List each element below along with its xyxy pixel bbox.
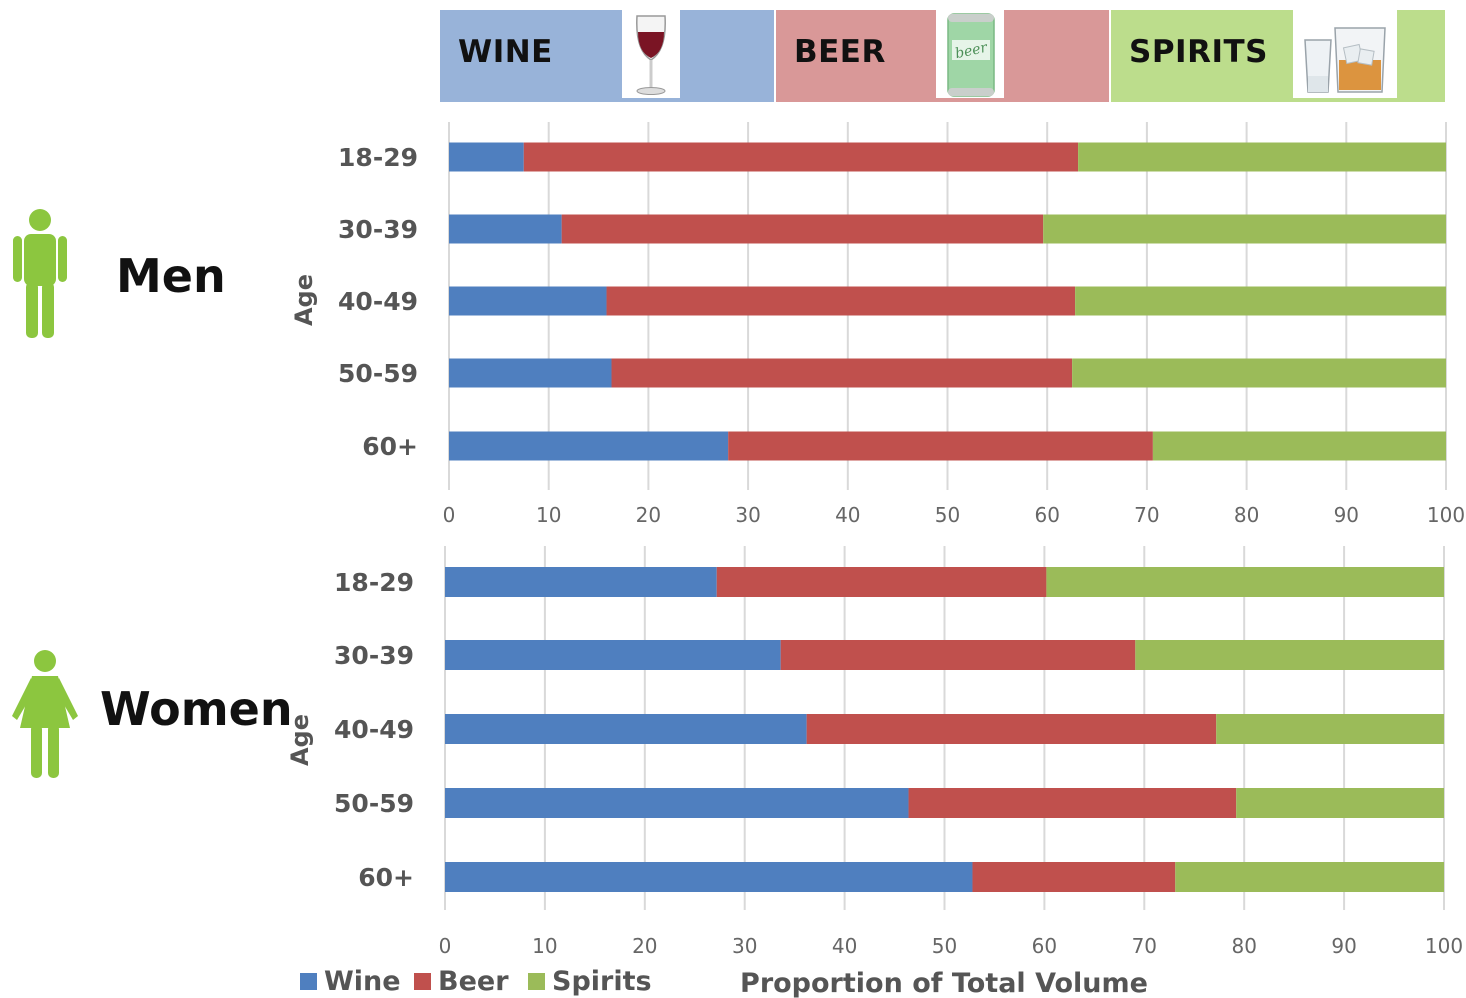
x-tick-label: 100 [1427,503,1465,527]
bar-spirits-40-49 [1075,286,1446,316]
women-label: Women [100,682,293,736]
category-label: 40-49 [338,287,418,316]
bar-beer-18-29 [716,567,1047,597]
beer-can-icon: beer [936,10,1004,98]
x-tick-label: 0 [443,503,456,527]
category-label: 30-39 [338,215,418,244]
x-tick-label: 20 [636,503,661,527]
x-tick-label: 100 [1425,934,1463,958]
category-label: 18-29 [338,143,418,172]
category-label: 50-59 [338,359,418,388]
beer-band: BEER beer [776,10,1109,102]
legend-label-beer: Beer [438,966,509,997]
x-tick-label: 90 [1331,934,1356,958]
y-axis-title: Age [286,714,314,766]
bar-beer-30-39 [561,214,1044,244]
bar-spirits-40-49 [1216,714,1444,744]
wine-band: WINE [440,10,774,102]
bar-beer-60+ [728,431,1153,461]
bar-spirits-18-29 [1078,142,1446,172]
legend-label-spirits: Spirits [552,966,652,997]
legend-swatch-wine [300,973,317,990]
bar-spirits-50-59 [1072,358,1446,388]
x-tick-label: 40 [832,934,857,958]
x-axis-title: Proportion of Total Volume [740,968,1148,998]
category-label: 50-59 [334,789,414,818]
men-label: Men [116,249,226,303]
x-tick-label: 70 [1132,934,1157,958]
x-tick-label: 50 [932,934,957,958]
x-tick-label: 70 [1134,503,1159,527]
bar-beer-50-59 [611,358,1073,388]
beer-can-text: beer [954,40,990,63]
category-label: 18-29 [334,568,414,597]
x-tick-label: 30 [735,503,760,527]
bar-wine-18-29 [445,567,717,597]
x-tick-label: 0 [439,934,452,958]
bar-spirits-60+ [1175,862,1444,892]
bar-spirits-50-59 [1236,788,1444,818]
bar-wine-40-49 [445,714,807,744]
bar-wine-30-39 [445,640,781,670]
bar-wine-18-29 [449,142,524,172]
woman-icon [12,650,78,778]
bar-wine-30-39 [449,214,562,244]
bar-beer-40-49 [806,714,1217,744]
legend-swatch-beer [414,973,431,990]
x-tick-label: 50 [935,503,960,527]
beverage-header: WINE BEER beer SPIRITS [0,0,1466,110]
x-tick-label: 80 [1231,934,1256,958]
x-tick-label: 80 [1234,503,1259,527]
wine-band-label: WINE [458,34,553,70]
x-tick-label: 20 [632,934,657,958]
bar-wine-40-49 [449,286,607,316]
legend: Wine Beer Spirits [300,966,652,997]
legend-swatch-spirits [528,973,545,990]
bar-spirits-30-39 [1135,640,1444,670]
x-tick-label: 60 [1032,934,1057,958]
bar-spirits-18-29 [1046,567,1444,597]
spirits-glasses-icon [1293,10,1397,98]
bar-beer-18-29 [523,142,1079,172]
bar-beer-30-39 [780,640,1136,670]
bar-spirits-30-39 [1043,214,1446,244]
category-label: 60+ [362,432,418,461]
category-label: 30-39 [334,641,414,670]
category-label: 40-49 [334,715,414,744]
x-tick-label: 30 [732,934,757,958]
men-chart: 0 10 20 30 40 50 60 70 80 90 100 18-29 30-39 40-49 50-… [290,122,1465,527]
bar-spirits-60+ [1152,431,1446,461]
x-tick-label: 10 [532,934,557,958]
beer-band-label: BEER [794,34,886,70]
wine-glass-icon [622,10,680,98]
bar-wine-50-59 [449,358,612,388]
bar-beer-40-49 [606,286,1076,316]
bar-beer-60+ [972,862,1176,892]
x-tick-label: 60 [1034,503,1059,527]
x-tick-label: 40 [835,503,860,527]
bar-wine-50-59 [445,788,909,818]
spirits-band-label: SPIRITS [1129,34,1268,70]
legend-label-wine: Wine [324,966,401,997]
women-chart: 0 10 20 30 40 50 60 70 80 90 100 18-29 30-39 40-49 50-… [286,546,1463,958]
bar-wine-60+ [449,431,729,461]
bar-wine-60+ [445,862,973,892]
man-icon [13,209,67,338]
x-tick-label: 90 [1334,503,1359,527]
y-axis-title: Age [290,274,318,326]
category-label: 60+ [358,863,414,892]
bar-beer-50-59 [908,788,1237,818]
spirits-band: SPIRITS [1111,10,1445,102]
x-tick-label: 10 [536,503,561,527]
